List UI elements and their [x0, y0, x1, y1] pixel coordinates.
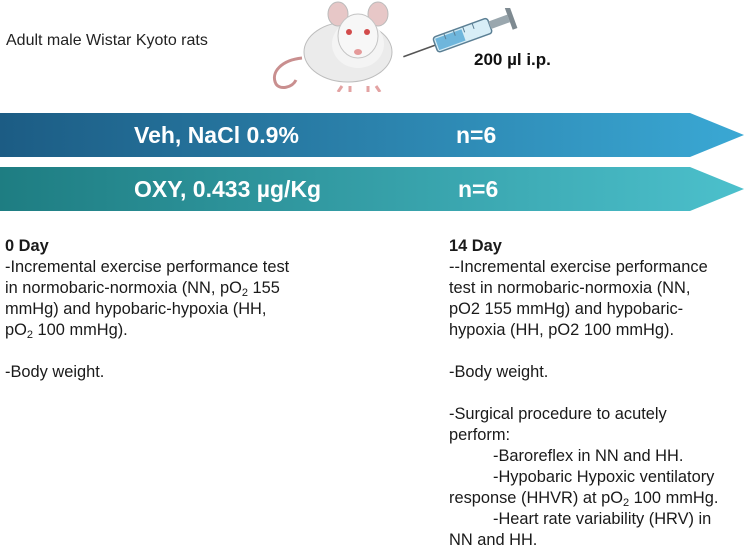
day0-body-weight: -Body weight.: [5, 363, 105, 381]
day0-line: -Incremental exercise performance test: [5, 258, 290, 276]
group-n-oxy: n=6: [458, 176, 499, 202]
day14-column: 14 Day --Incremental exercise performanc…: [449, 236, 744, 551]
rat-illustration: [273, 1, 393, 92]
day14-surgery-line: -Baroreflex in NN and HH.: [493, 447, 684, 465]
day14-surgery-line: -Heart rate variability (HRV) in: [493, 510, 712, 528]
day14-title: 14 Day: [449, 237, 502, 255]
day0-title: 0 Day: [5, 237, 49, 255]
dose-label: 200 µl i.p.: [474, 50, 551, 69]
day14-line: test in normobaric-normoxia (NN,: [449, 279, 691, 297]
day14-line: --Incremental exercise performance: [449, 258, 708, 276]
day0-column: 0 Day -Incremental exercise performance …: [5, 236, 425, 383]
group-label-vehicle: Veh, NaCl 0.9%: [134, 122, 299, 148]
day0-line: pO2 100 mmHg).: [5, 321, 128, 341]
syringe-icon: [403, 8, 518, 58]
day0-line: in normobaric-normoxia (NN, pO2 155: [5, 279, 280, 299]
day14-body-weight: -Body weight.: [449, 363, 549, 381]
group-arrow-vehicle: [0, 113, 744, 157]
group-n-vehicle: n=6: [456, 122, 497, 148]
day14-surgery-line: -Surgical procedure to acutely: [449, 405, 667, 423]
day14-line: pO2 155 mmHg) and hypobaric-: [449, 300, 684, 318]
day14-surgery-line: perform:: [449, 426, 511, 444]
day14-line: hypoxia (HH, pO2 100 mmHg).: [449, 321, 674, 339]
subject-label: Adult male Wistar Kyoto rats: [6, 32, 208, 49]
day14-surgery-line: response (HHVR) at pO2 100 mmHg.: [449, 489, 719, 509]
group-arrow-oxy: [0, 167, 744, 211]
group-label-oxy: OXY, 0.433 µg/Kg: [134, 176, 322, 202]
day14-surgery-line: -Hypobaric Hypoxic ventilatory: [493, 468, 715, 486]
day0-line: mmHg) and hypobaric-hypoxia (HH,: [5, 300, 267, 318]
day14-surgery-line: NN and HH.: [449, 531, 538, 549]
